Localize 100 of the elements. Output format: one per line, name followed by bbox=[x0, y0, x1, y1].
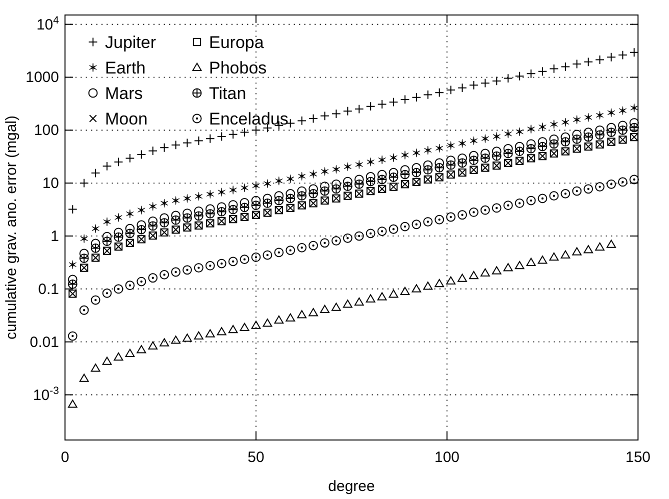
point bbox=[251, 252, 261, 262]
point bbox=[514, 146, 524, 156]
point bbox=[446, 276, 456, 284]
y-tick-label: 0.1 bbox=[38, 280, 59, 298]
point bbox=[388, 224, 398, 234]
point bbox=[194, 263, 204, 272]
point bbox=[572, 186, 582, 196]
point bbox=[446, 160, 456, 170]
point bbox=[618, 106, 627, 116]
point bbox=[469, 271, 478, 280]
point bbox=[423, 165, 433, 175]
point bbox=[423, 282, 433, 290]
point bbox=[240, 322, 250, 332]
point bbox=[572, 130, 582, 140]
point bbox=[274, 248, 284, 258]
point bbox=[377, 292, 387, 300]
legend-label: Enceladus bbox=[209, 110, 288, 128]
point bbox=[469, 156, 478, 166]
point bbox=[114, 213, 122, 222]
point bbox=[171, 336, 180, 344]
point bbox=[102, 356, 112, 365]
point bbox=[160, 338, 170, 346]
point bbox=[401, 150, 409, 160]
point bbox=[262, 318, 272, 327]
point bbox=[262, 198, 272, 208]
point bbox=[125, 280, 135, 290]
point bbox=[434, 158, 444, 168]
point bbox=[572, 247, 582, 256]
point bbox=[205, 329, 215, 338]
point bbox=[297, 242, 307, 252]
x-tick-label: 150 bbox=[625, 449, 651, 466]
point bbox=[400, 222, 410, 232]
point bbox=[136, 220, 146, 230]
point bbox=[298, 172, 306, 181]
point bbox=[194, 192, 203, 201]
point bbox=[125, 228, 135, 238]
point bbox=[342, 182, 352, 191]
point bbox=[538, 122, 546, 132]
point bbox=[538, 142, 548, 152]
point bbox=[332, 236, 341, 246]
point bbox=[504, 129, 512, 138]
point bbox=[412, 220, 422, 230]
point bbox=[366, 158, 374, 166]
point bbox=[309, 170, 318, 178]
point bbox=[584, 132, 594, 142]
point bbox=[606, 122, 616, 132]
point bbox=[549, 252, 559, 261]
point bbox=[182, 208, 192, 218]
point bbox=[148, 273, 158, 283]
point bbox=[320, 167, 329, 176]
point bbox=[354, 174, 364, 184]
point bbox=[68, 279, 78, 289]
point bbox=[550, 120, 558, 129]
point bbox=[480, 205, 490, 215]
point bbox=[79, 305, 89, 315]
point bbox=[572, 134, 582, 144]
point bbox=[538, 256, 548, 264]
point bbox=[538, 137, 548, 146]
point bbox=[264, 179, 272, 188]
point bbox=[171, 215, 180, 225]
point bbox=[514, 261, 524, 270]
point bbox=[172, 196, 180, 205]
point bbox=[446, 156, 456, 166]
point bbox=[216, 258, 226, 268]
point bbox=[308, 240, 318, 250]
x-axis-title: degree bbox=[328, 478, 375, 495]
point bbox=[320, 182, 330, 191]
point bbox=[114, 352, 124, 361]
y-tick-label: 1000 bbox=[26, 69, 59, 86]
point bbox=[606, 128, 616, 137]
point bbox=[90, 238, 100, 248]
point bbox=[286, 188, 296, 198]
y-tick-label: 0.01 bbox=[30, 334, 59, 351]
legend-label: Moon bbox=[105, 110, 148, 128]
point bbox=[378, 155, 386, 164]
point bbox=[240, 202, 250, 212]
point bbox=[342, 233, 352, 243]
point bbox=[388, 172, 398, 182]
point bbox=[228, 256, 238, 266]
point bbox=[355, 160, 363, 169]
point bbox=[388, 290, 398, 298]
point bbox=[206, 190, 214, 199]
y-tick-label: 10$^{-3}$ bbox=[32, 384, 60, 404]
point bbox=[492, 266, 502, 274]
point bbox=[138, 206, 146, 214]
point bbox=[286, 246, 296, 255]
point bbox=[458, 210, 467, 220]
point bbox=[629, 174, 639, 184]
point bbox=[377, 174, 387, 184]
point bbox=[274, 315, 284, 324]
point bbox=[400, 165, 410, 175]
point bbox=[102, 288, 112, 298]
point bbox=[618, 177, 628, 187]
point bbox=[595, 242, 604, 251]
point bbox=[297, 186, 307, 196]
point bbox=[630, 104, 638, 112]
point bbox=[606, 179, 616, 189]
point bbox=[136, 224, 146, 234]
point bbox=[584, 113, 592, 122]
point bbox=[492, 151, 502, 161]
